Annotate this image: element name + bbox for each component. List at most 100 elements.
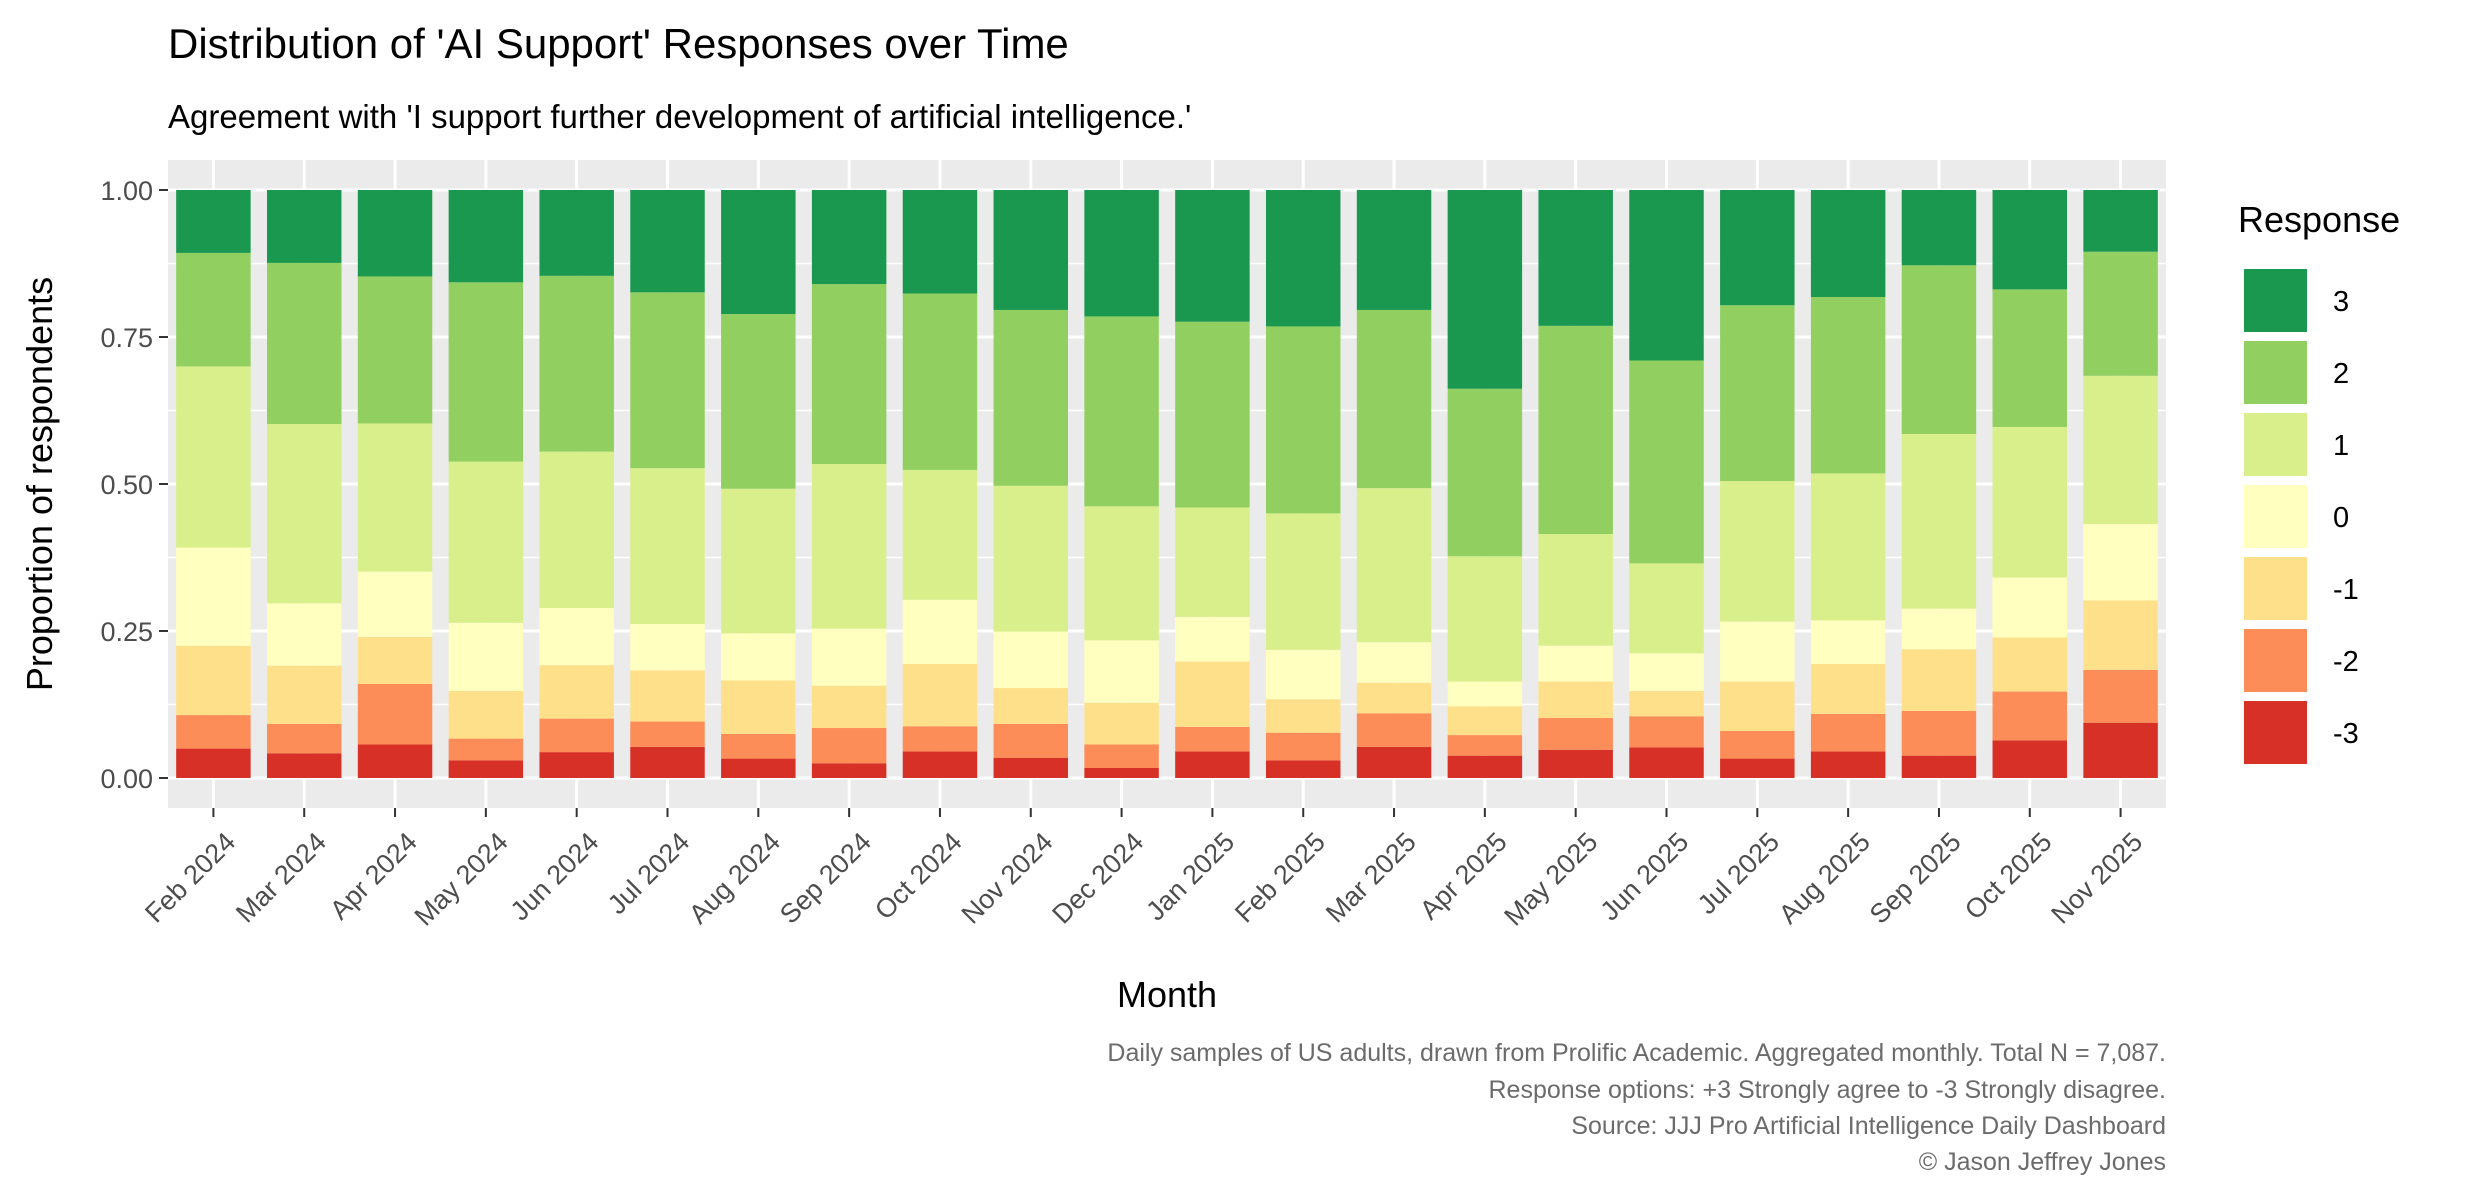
bar-segment [448, 760, 524, 778]
legend-swatch [2244, 485, 2307, 548]
x-tick-label: May 2024 [409, 827, 514, 932]
bar-segment [993, 688, 1069, 724]
x-tick-label: Nov 2024 [956, 827, 1059, 930]
bar-segment [1447, 706, 1523, 736]
legend-item: -1 [2241, 554, 2359, 623]
bar-stack [266, 190, 342, 778]
legend-label: 0 [2333, 502, 2349, 534]
bar-stack [176, 190, 251, 778]
bar-segment [630, 746, 705, 778]
bar-segment [266, 262, 342, 425]
bar-segment [1447, 755, 1523, 778]
bar-segment [811, 464, 887, 629]
bar-stack [993, 190, 1069, 778]
caption-line: Response options: +3 Strongly agree to -… [1489, 1076, 2167, 1104]
bar-stack [2083, 190, 2158, 778]
bar-segment [1447, 681, 1523, 707]
x-tick-label: Jan 2025 [1140, 827, 1240, 927]
bar-segment [1629, 747, 1704, 778]
bar-segment [1175, 661, 1250, 727]
legend-label: 3 [2333, 286, 2349, 318]
legend-label: -1 [2333, 574, 2359, 606]
bar-segment [1356, 746, 1432, 778]
x-tick-label: Mar 2025 [1320, 827, 1422, 929]
y-tick-label: 0.50 [100, 470, 153, 500]
legend-item: -2 [2241, 626, 2359, 695]
bar-segment [1265, 732, 1341, 761]
bar-stack [1629, 190, 1704, 778]
bar-segment [1084, 316, 1159, 507]
bar-segment [1810, 620, 1886, 664]
x-tick-label: May 2025 [1498, 827, 1603, 932]
bar-segment [357, 423, 433, 572]
bar-stack [630, 190, 705, 778]
bar-segment [1084, 744, 1159, 769]
bar-segment [539, 752, 614, 778]
x-tick-label: Nov 2025 [2045, 827, 2148, 930]
bar-segment [1175, 190, 1250, 322]
bar-segment [630, 623, 705, 671]
bar-segment [630, 721, 705, 747]
bar-segment [630, 190, 705, 293]
y-tick-label: 0.25 [100, 617, 153, 647]
bar-segment [2083, 251, 2158, 376]
bar-stack [1447, 190, 1523, 778]
bar-segment [1447, 388, 1523, 557]
bar-segment [630, 670, 705, 722]
bar-segment [2083, 523, 2158, 601]
bar-segment [1447, 735, 1523, 756]
bar-segment [176, 645, 251, 716]
x-tick-label: Mar 2024 [230, 827, 332, 929]
bar-segment [1992, 637, 2068, 692]
y-tick-label: 0.75 [100, 323, 153, 353]
bar-segment [902, 599, 978, 664]
bar-segment [539, 665, 614, 719]
bar-segment [1992, 289, 2068, 427]
legend-label: 2 [2333, 358, 2349, 390]
legend-swatch [2244, 341, 2307, 404]
chart-title: Distribution of 'AI Support' Responses o… [168, 20, 1069, 67]
bar-segment [1629, 360, 1704, 564]
bar-segment [176, 366, 251, 548]
bar-segment [1265, 190, 1341, 327]
bar-segment [266, 190, 342, 263]
bar-stack [1992, 190, 2068, 778]
bar-segment [1810, 190, 1886, 298]
bar-segment [357, 683, 433, 745]
y-tick-label: 0.00 [100, 764, 153, 794]
bar-segment [1901, 434, 1977, 609]
bar-segment [448, 622, 524, 691]
bar-segment [811, 685, 887, 729]
bar-segment [811, 190, 887, 285]
bar-segment [1810, 751, 1886, 778]
bar-segment [1992, 426, 2068, 578]
bar-segment [1720, 190, 1795, 306]
legend-item: 1 [2241, 410, 2349, 479]
x-tick-label: Sep 2025 [1864, 827, 1967, 930]
bar-segment [721, 680, 796, 734]
bar-segment [2083, 722, 2158, 778]
bar-segment [539, 608, 614, 666]
chart-subtitle: Agreement with 'I support further develo… [168, 98, 1191, 135]
bar-segment [176, 190, 251, 253]
bar-segment [1175, 507, 1250, 617]
bar-stack [448, 190, 524, 778]
bar-segment [1265, 649, 1341, 700]
bar-segment [266, 753, 342, 778]
bar-segment [721, 488, 796, 634]
bar-segment [1356, 190, 1432, 310]
bar-segment [630, 292, 705, 469]
y-axis-title: Proportion of respondents [19, 277, 60, 691]
legend-swatch [2244, 269, 2307, 332]
caption: Daily samples of US adults, drawn from P… [1107, 1039, 2166, 1176]
caption-line: © Jason Jeffrey Jones [1919, 1148, 2166, 1176]
bar-segment [993, 758, 1069, 778]
bar-segment [902, 726, 978, 752]
bar-segment [1992, 577, 2068, 638]
bar-segment [2083, 375, 2158, 524]
bar-segment [1265, 760, 1341, 778]
bar-segment [1629, 563, 1704, 654]
bar-segment [1810, 663, 1886, 714]
bar-segment [1901, 608, 1977, 650]
bar-segment [1720, 730, 1795, 759]
